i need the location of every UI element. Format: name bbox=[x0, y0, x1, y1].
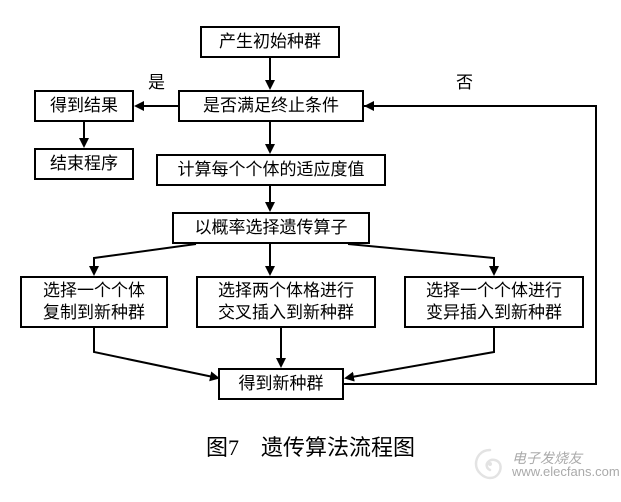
node-end-program: 结束程序 bbox=[34, 148, 134, 180]
node-text: 计算每个个体的适应度值 bbox=[178, 159, 365, 181]
node-text: 得到结果 bbox=[50, 95, 118, 117]
node-text: 选择一个个体进行 变异插入到新种群 bbox=[426, 280, 562, 324]
node-text: 是否满足终止条件 bbox=[203, 95, 339, 117]
node-fitness-calc: 计算每个个体的适应度值 bbox=[156, 154, 386, 186]
node-text: 以概率选择遗传算子 bbox=[195, 217, 348, 239]
node-crossover: 选择两个体格进行 交叉插入到新种群 bbox=[196, 276, 376, 328]
watermark-logo-icon bbox=[470, 444, 510, 484]
label-no: 否 bbox=[456, 68, 473, 93]
flowchart-edges bbox=[0, 0, 621, 502]
node-mutation: 选择一个个体进行 变异插入到新种群 bbox=[404, 276, 584, 328]
label-yes: 是 bbox=[148, 68, 165, 93]
node-text: 结束程序 bbox=[50, 153, 118, 175]
node-text: 产生初始种群 bbox=[219, 31, 321, 53]
node-termination-check: 是否满足终止条件 bbox=[178, 90, 364, 122]
node-select-operator: 以概率选择遗传算子 bbox=[172, 212, 370, 244]
watermark-brand: 电子发烧友 bbox=[512, 448, 582, 468]
node-copy: 选择一个个体 复制到新种群 bbox=[20, 276, 168, 328]
node-get-result: 得到结果 bbox=[34, 90, 134, 122]
node-text: 得到新种群 bbox=[239, 373, 324, 395]
node-init-population: 产生初始种群 bbox=[200, 26, 340, 58]
node-text: 选择两个体格进行 交叉插入到新种群 bbox=[218, 280, 354, 324]
node-text: 选择一个个体 复制到新种群 bbox=[43, 280, 145, 324]
node-new-population: 得到新种群 bbox=[218, 368, 344, 400]
